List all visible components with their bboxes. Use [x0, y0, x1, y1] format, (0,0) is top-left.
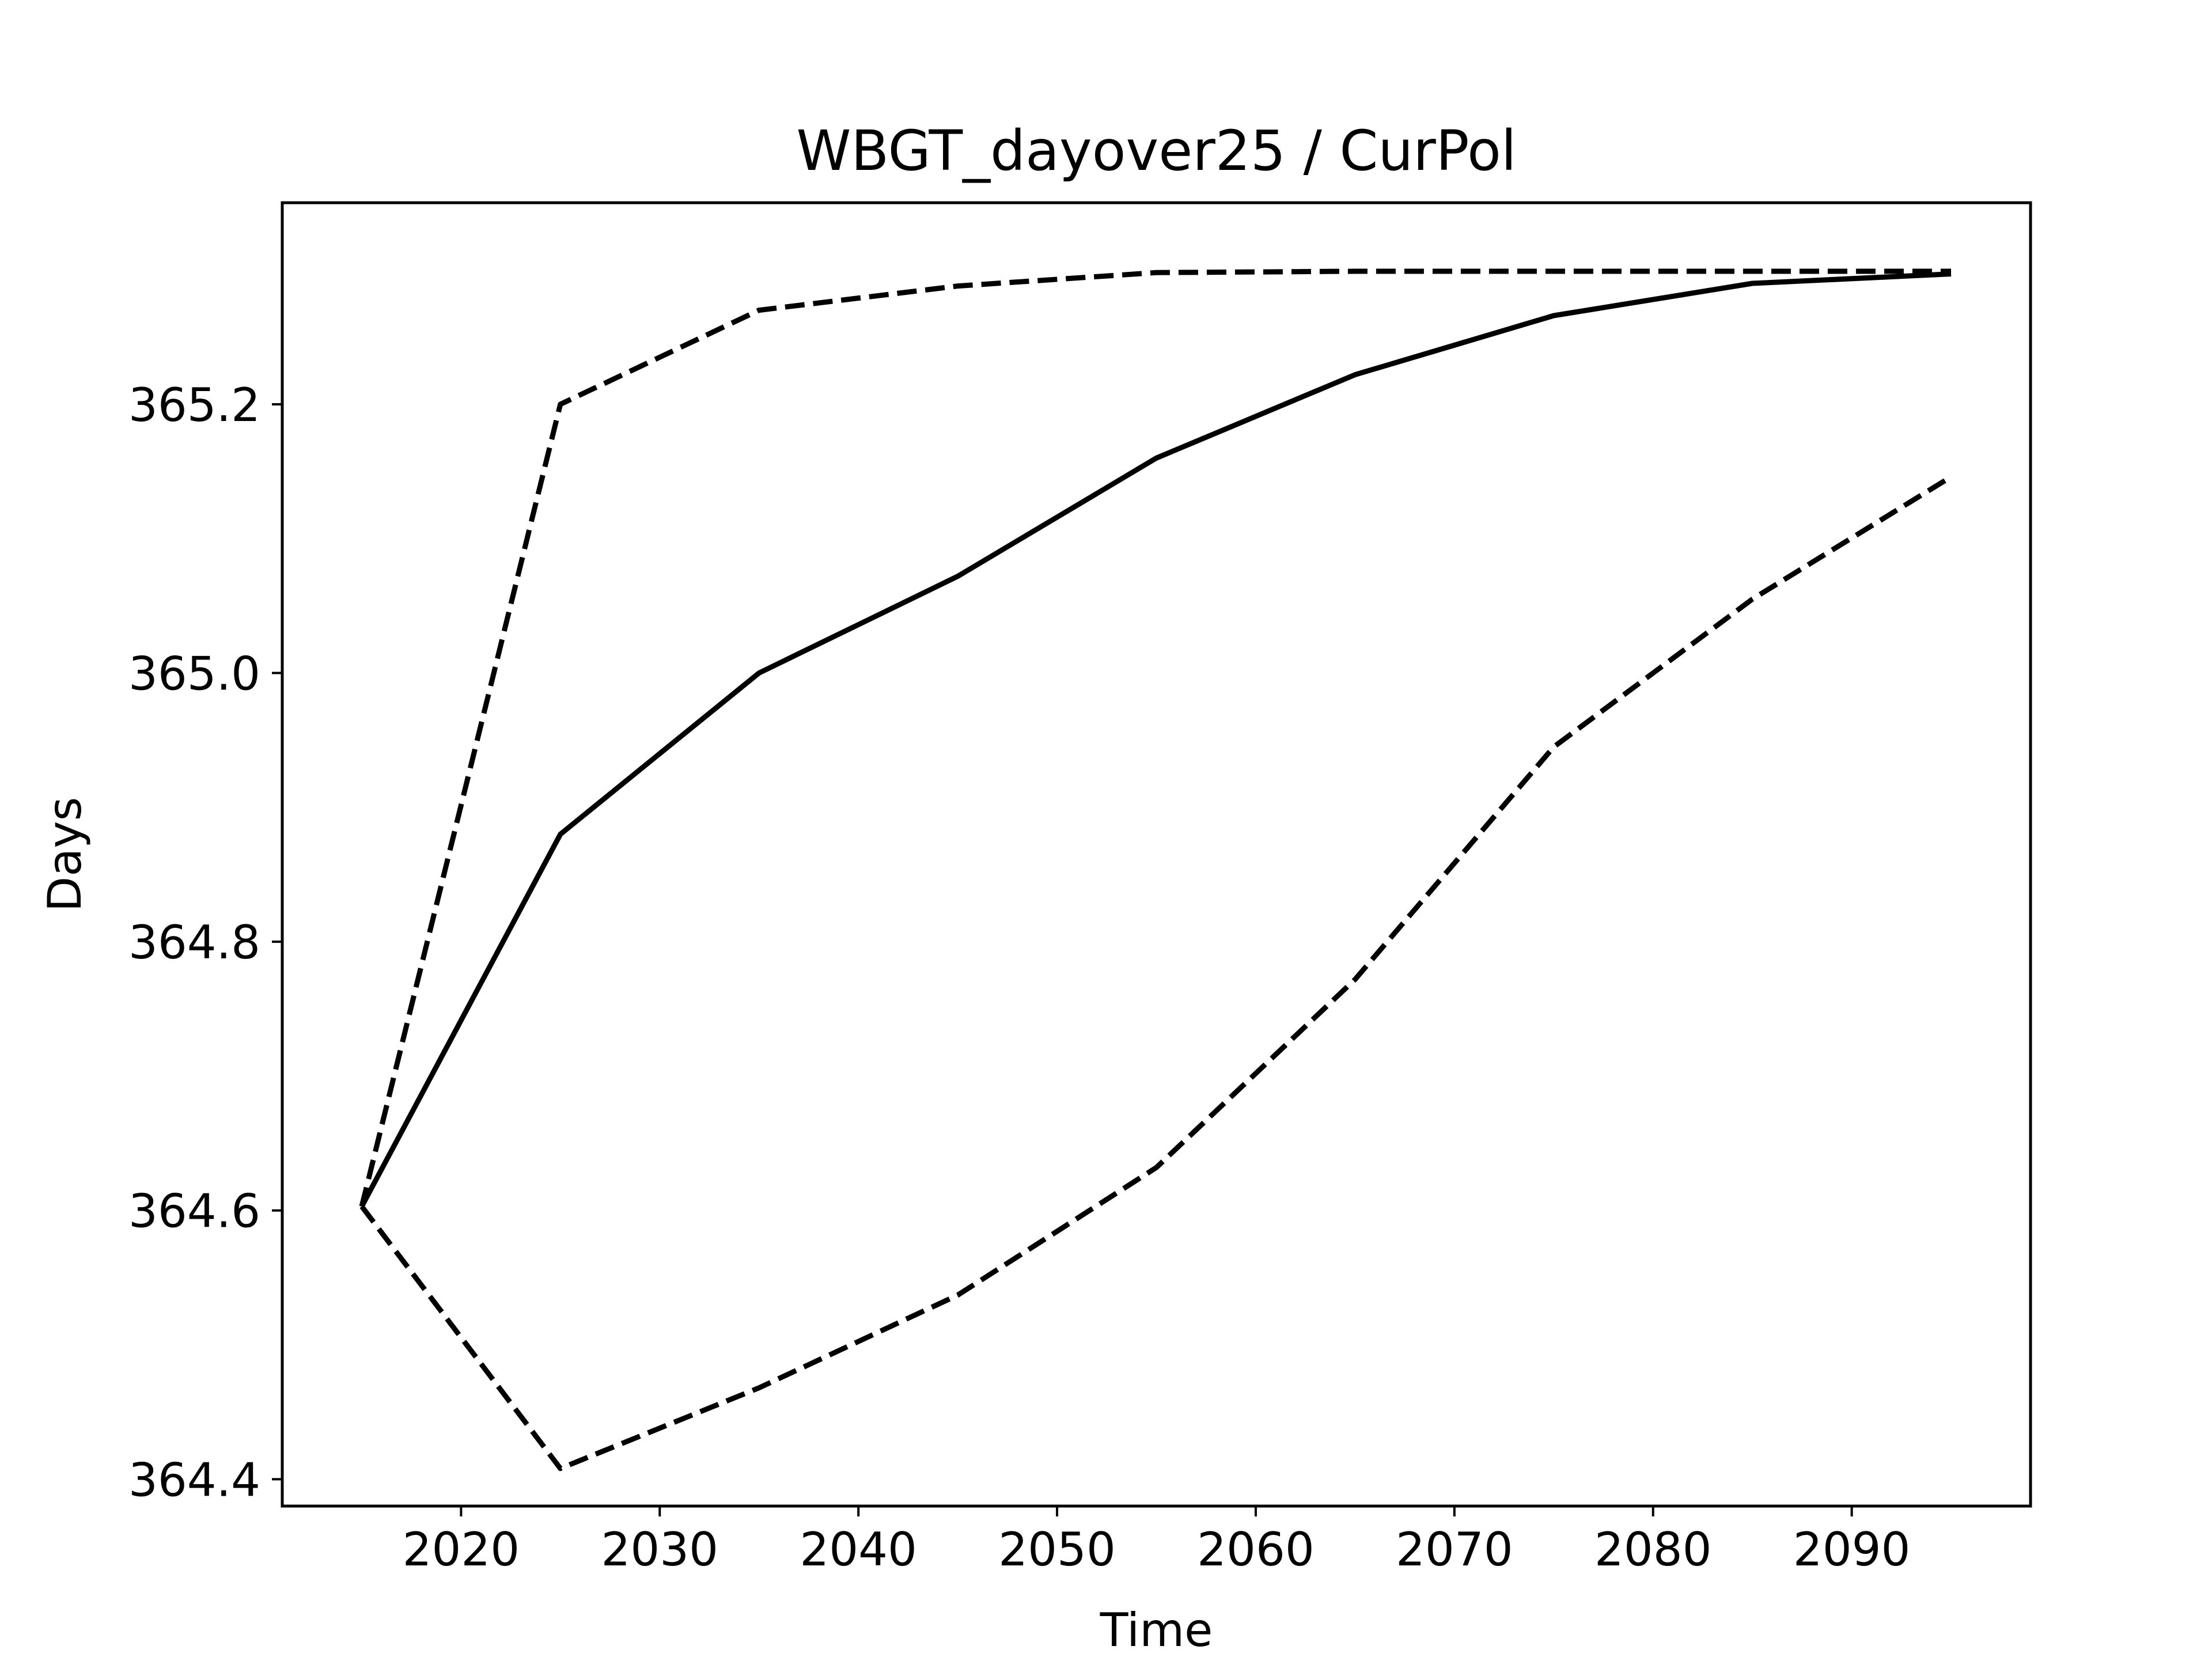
- x-axis-label: Time: [1100, 1603, 1213, 1657]
- x-tick-label: 2060: [1197, 1523, 1315, 1576]
- y-tick-label: 365.2: [128, 378, 260, 432]
- median-line: [359, 271, 1952, 1208]
- x-tick-label: 2040: [800, 1523, 917, 1576]
- tick-layer: 2020 2030 2040 2050 2060 2070 2080 2090 364.4 364…: [128, 378, 1910, 1576]
- y-axis-label: Days: [38, 797, 92, 912]
- y-tick-label: 364.8: [128, 916, 260, 969]
- y-tick-label: 364.6: [128, 1185, 260, 1238]
- plot-area-frame: [281, 201, 2032, 1508]
- y-tick-label: 365.0: [128, 647, 260, 701]
- chart-title: WBGT_dayover25 / CurPol: [796, 119, 1516, 183]
- upper-bound-line: [359, 268, 1951, 1207]
- series-layer: [359, 268, 1953, 1472]
- lower-bound-line: [359, 475, 1953, 1472]
- x-tick-label: 2090: [1793, 1523, 1911, 1576]
- x-tick-label: 2030: [601, 1523, 718, 1576]
- x-tick-label: 2050: [998, 1523, 1116, 1576]
- x-tick-label: 2070: [1396, 1523, 1513, 1576]
- x-tick-label: 2080: [1594, 1523, 1712, 1576]
- x-tick-label: 2020: [403, 1523, 520, 1576]
- y-tick-label: 364.4: [128, 1453, 260, 1507]
